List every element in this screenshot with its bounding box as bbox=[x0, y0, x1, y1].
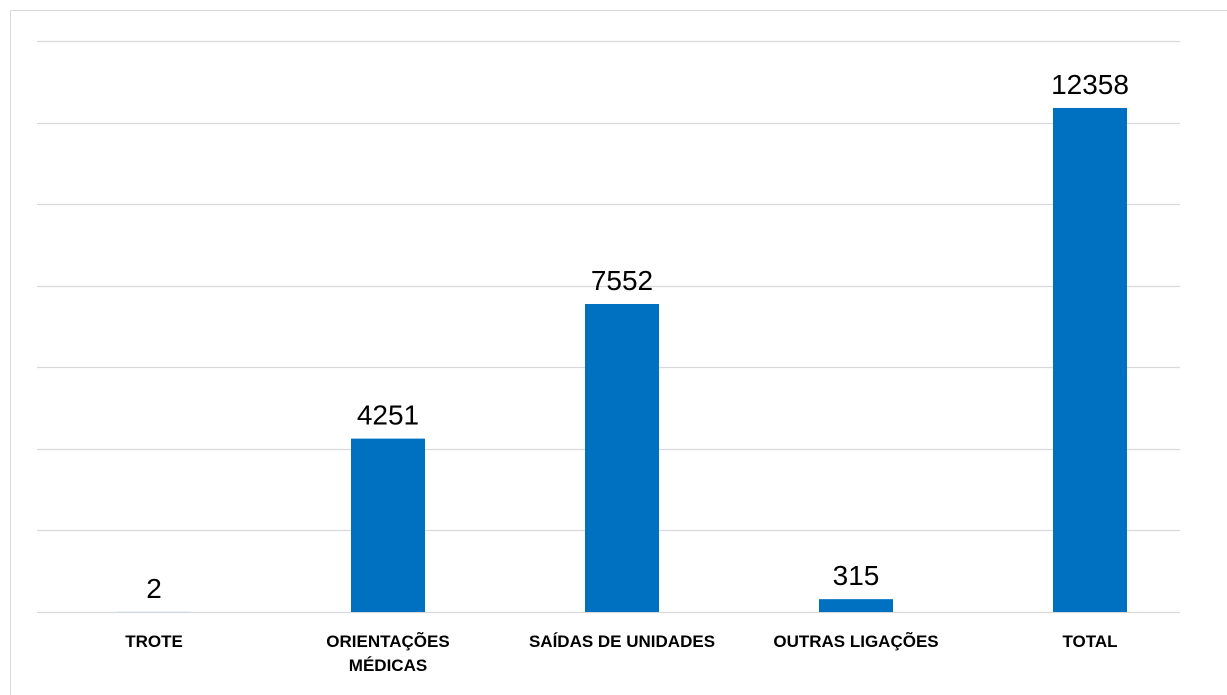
data-label: 2 bbox=[146, 573, 162, 604]
x-tick-label: ORIENTAÇÕES MÉDICAS bbox=[326, 632, 450, 675]
chart-border bbox=[10, 10, 1227, 695]
x-tick-label: TOTAL bbox=[1062, 632, 1118, 651]
data-label: 12358 bbox=[1051, 69, 1129, 100]
bar bbox=[819, 599, 893, 612]
bar bbox=[1053, 107, 1127, 612]
x-tick-label: SAÍDAS DE UNIDADES bbox=[528, 632, 716, 651]
bar bbox=[585, 303, 659, 612]
data-label: 315 bbox=[833, 560, 880, 591]
bar bbox=[351, 438, 425, 612]
data-label: 7552 bbox=[591, 265, 653, 296]
data-label: 4251 bbox=[357, 400, 419, 431]
x-tick-label: OUTRAS LIGAÇÕES bbox=[773, 632, 939, 651]
x-tick-label: TROTE bbox=[125, 632, 183, 651]
